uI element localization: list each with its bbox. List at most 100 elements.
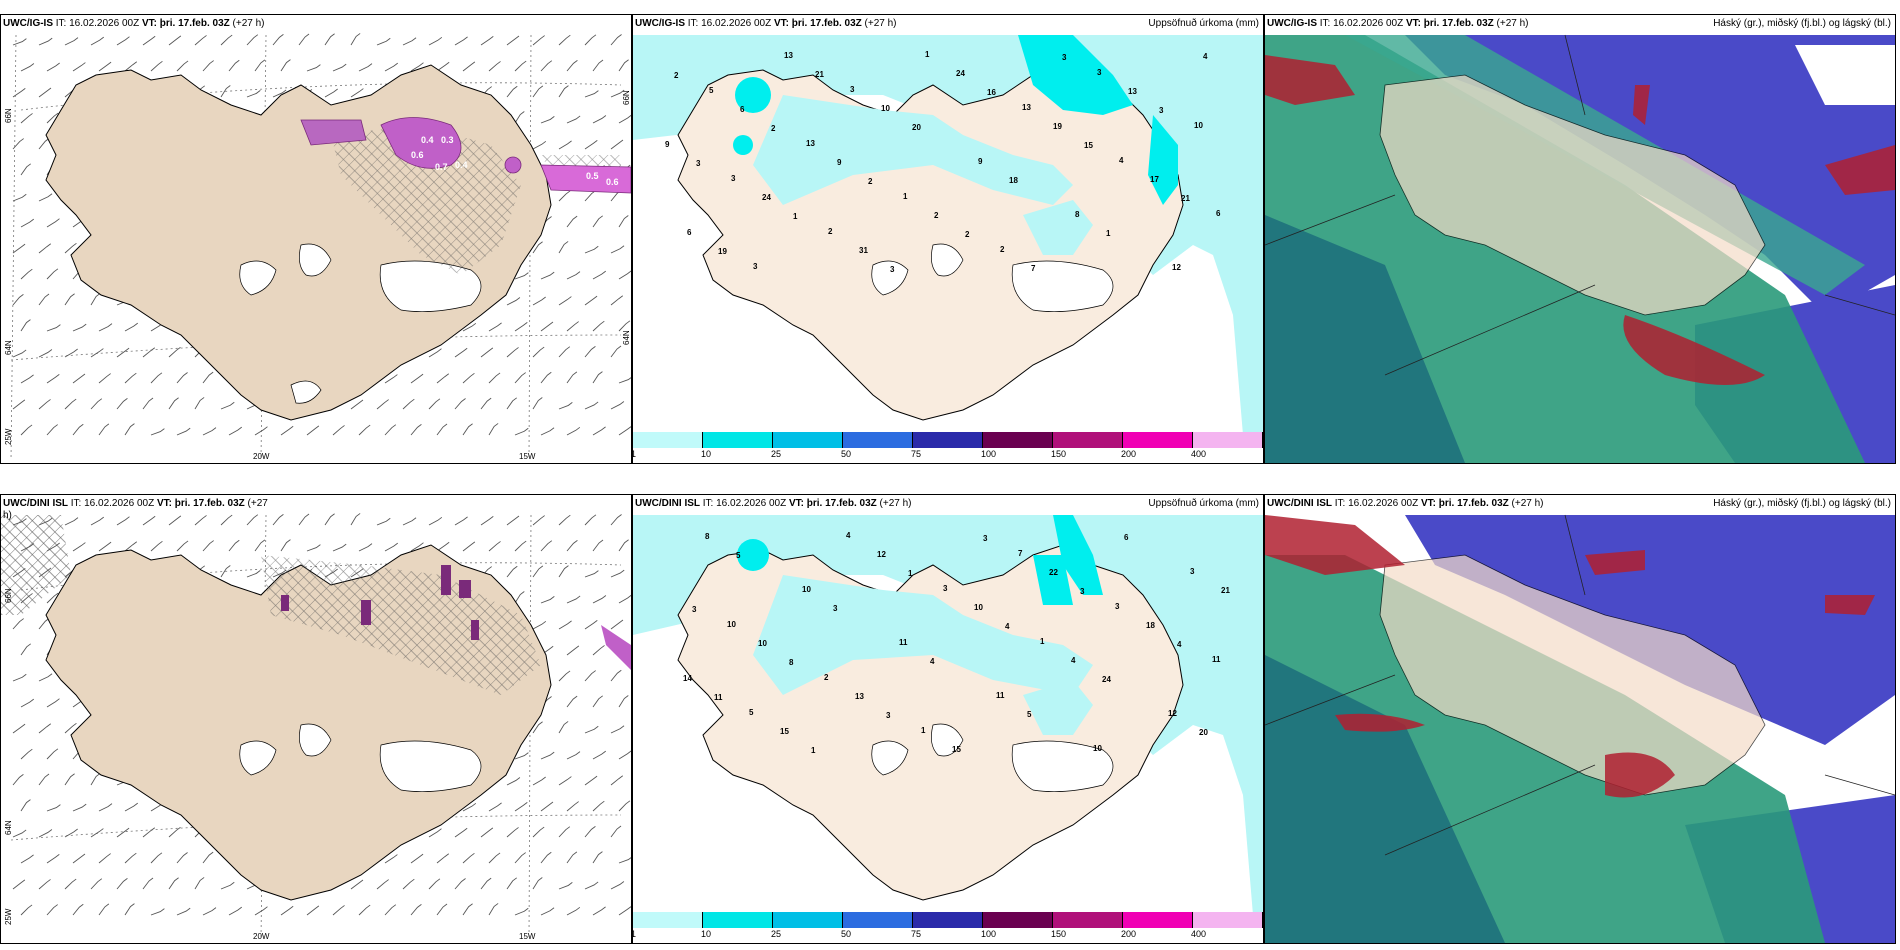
precip-value-label: 24	[762, 193, 771, 202]
wind-barb-icon	[584, 570, 599, 578]
country-boundaries	[1265, 514, 1895, 856]
wind-barb-icon	[540, 907, 555, 916]
precip-value-label: 20	[1199, 728, 1208, 737]
precip-value-label: 2	[674, 71, 679, 80]
wind-barb-icon	[150, 852, 163, 864]
svg-text:64N: 64N	[4, 340, 13, 355]
wind-barb-icon	[142, 347, 156, 358]
wind-barb-icon	[202, 427, 217, 436]
precip-value-label: 2	[771, 124, 776, 133]
panel-subtitle: Háský (gr.), miðský (fj.bl.) og lágský (…	[1713, 18, 1891, 29]
country-boundaries	[1265, 34, 1895, 376]
wind-barb-icon	[532, 85, 544, 98]
wind-barb-icon	[298, 513, 310, 526]
wind-barb-icon	[194, 35, 207, 46]
wind-barb-icon	[38, 293, 50, 306]
wind-barb-icon	[410, 903, 422, 916]
wind-barb-icon	[324, 513, 335, 526]
wind-barb-icon	[454, 516, 468, 526]
wind-barb-icon	[20, 218, 35, 228]
svg-text:64N: 64N	[4, 820, 13, 835]
precip-value-label: 10	[881, 104, 890, 113]
colorbar-swatch	[1193, 432, 1263, 448]
wind-barb-icon	[592, 906, 606, 916]
wind-barb-icon	[254, 906, 268, 916]
wind-barb-icon	[116, 397, 128, 410]
wind-barb-icon	[610, 669, 622, 682]
wind-barb-icon	[558, 670, 571, 682]
wind-barb-icon	[46, 62, 60, 72]
wind-barb-icon	[12, 349, 27, 358]
wind-barb-icon	[38, 193, 53, 202]
wind-barb-icon	[592, 215, 604, 228]
wind-barb-icon	[514, 852, 526, 864]
wind-barb-icon	[228, 59, 240, 72]
precip-value-label: 6	[740, 105, 745, 114]
iceland-cloud-map	[1265, 34, 1895, 463]
wind-barb-icon	[38, 773, 50, 786]
wind-barb-icon	[228, 539, 240, 552]
panel-title: UWC/DINI ISL IT: 16.02.2026 00Z VT: þri.…	[635, 498, 912, 509]
wind-barb-icon	[540, 271, 555, 280]
colorbar-swatch	[843, 912, 913, 928]
precip-value-label: 14	[683, 674, 692, 683]
high-cloud-red	[1265, 55, 1895, 385]
wind-barb-icon	[332, 63, 347, 72]
wind-barb-icon	[280, 905, 294, 916]
colorbar-label: 10	[701, 449, 712, 459]
wind-barb-icon	[514, 60, 527, 72]
wind-barb-icon	[462, 423, 473, 436]
precip-value-label: 1	[1106, 229, 1111, 238]
wind-barb-icon	[532, 776, 546, 786]
colorbar-label: 200	[1121, 449, 1137, 459]
colorbar-label: 50	[841, 929, 852, 939]
wind-barb-icon	[12, 723, 26, 734]
wind-barb-icon	[20, 268, 33, 280]
wind-barb-icon	[454, 827, 468, 838]
wind-barb-icon	[558, 34, 571, 46]
panel-title: UWC/IG-IS IT: 16.02.2026 00Z VT: þri. 17…	[635, 18, 897, 29]
wind-barb-icon	[462, 541, 476, 552]
iceland-precip-map: 2222333131615211921201814692713924312419…	[633, 35, 1263, 435]
wind-barb-icon	[168, 877, 179, 890]
wind-barb-icon	[584, 140, 598, 150]
wind-barb-icon	[436, 423, 448, 436]
wind-barb-icon	[176, 852, 188, 864]
wind-barb-icon	[306, 425, 320, 436]
wind-barb-icon	[566, 645, 580, 656]
precip-value-label: 4	[1203, 52, 1208, 61]
wind-barb-icon	[38, 673, 53, 682]
precip-value-label: 1	[921, 726, 926, 735]
precip-value-label: 10	[1093, 744, 1102, 753]
wind-barb-icon	[540, 540, 553, 552]
wind-barb-icon	[532, 565, 544, 578]
precip-value-label: 1	[811, 746, 816, 755]
wind-barb-icon	[38, 723, 52, 734]
colorbar-swatch	[703, 432, 773, 448]
wind-barb-icon	[384, 542, 399, 552]
svg-text:0.3: 0.3	[441, 135, 454, 145]
wind-barb-icon	[220, 514, 233, 526]
colorbar-swatch	[913, 432, 983, 448]
wind-barb-icon	[124, 541, 138, 552]
wind-barb-icon	[618, 750, 631, 760]
wind-barb-icon	[298, 33, 310, 46]
colorbar-label: 400	[1191, 449, 1207, 459]
wind-barb-icon	[350, 399, 364, 410]
wind-barb-icon	[64, 828, 78, 838]
colorbar-swatch	[983, 432, 1053, 448]
wind-barb-icon	[168, 35, 182, 46]
wind-barb-icon	[618, 857, 631, 864]
wind-barb-icon	[462, 852, 475, 864]
precip-value-label: 3	[833, 604, 838, 613]
wind-barb-icon	[436, 853, 450, 864]
wind-barb-icon	[168, 515, 182, 526]
iceland-land	[1379, 74, 1766, 316]
wind-barb-icon	[12, 618, 24, 630]
svg-text:66N: 66N	[4, 108, 13, 123]
wind-barb-icon	[98, 323, 113, 332]
wind-barb-icon	[566, 371, 578, 384]
wind-barb-icon	[90, 398, 103, 410]
wind-barb-icon	[566, 851, 578, 864]
precip-value-label: 3	[753, 262, 758, 271]
